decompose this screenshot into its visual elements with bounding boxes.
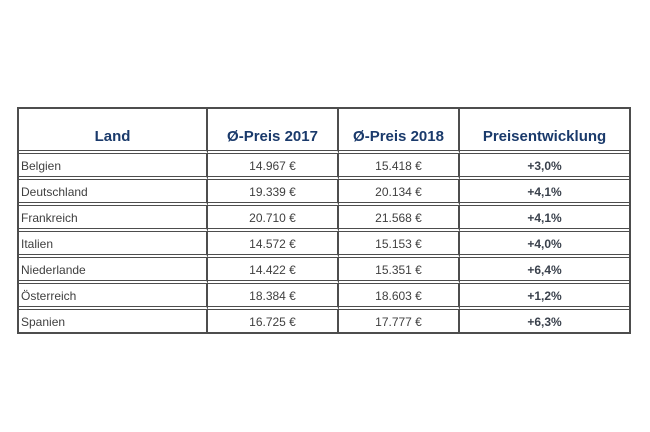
price-development: +4,1%: [460, 206, 629, 232]
table-row: Belgien 14.967 € 15.418 € +3,0%: [19, 154, 629, 180]
price-2017: 18.384 €: [208, 284, 339, 310]
column-header-preis-2018: Ø-Preis 2018: [339, 109, 460, 154]
table-row: Niederlande 14.422 € 15.351 € +6,4%: [19, 258, 629, 284]
price-development: +6,4%: [460, 258, 629, 284]
price-2018: 18.603 €: [339, 284, 460, 310]
price-2017: 19.339 €: [208, 180, 339, 206]
column-header-preis-2017: Ø-Preis 2017: [208, 109, 339, 154]
country-name: Belgien: [19, 154, 208, 180]
table-row: Österreich 18.384 € 18.603 € +1,2%: [19, 284, 629, 310]
country-name: Deutschland: [19, 180, 208, 206]
column-header-land: Land: [19, 109, 208, 154]
table-row: Spanien 16.725 € 17.777 € +6,3%: [19, 310, 629, 332]
price-development: +1,2%: [460, 284, 629, 310]
price-2018: 15.153 €: [339, 232, 460, 258]
country-name: Niederlande: [19, 258, 208, 284]
price-2017: 16.725 €: [208, 310, 339, 332]
price-2018: 17.777 €: [339, 310, 460, 332]
table-row: Deutschland 19.339 € 20.134 € +4,1%: [19, 180, 629, 206]
country-name: Frankreich: [19, 206, 208, 232]
price-2017: 14.422 €: [208, 258, 339, 284]
price-2017: 20.710 €: [208, 206, 339, 232]
country-name: Italien: [19, 232, 208, 258]
price-development: +3,0%: [460, 154, 629, 180]
price-comparison-table: Land Ø-Preis 2017 Ø-Preis 2018 Preisentw…: [17, 107, 631, 334]
price-2018: 15.351 €: [339, 258, 460, 284]
table-row: Italien 14.572 € 15.153 € +4,0%: [19, 232, 629, 258]
price-development: +6,3%: [527, 315, 562, 329]
price-development: +4,0%: [460, 232, 629, 258]
price-development: +4,1%: [460, 180, 629, 206]
country-name: Spanien: [19, 310, 208, 332]
price-2018: 20.134 €: [339, 180, 460, 206]
price-2018: 15.418 €: [339, 154, 460, 180]
price-2017: 14.572 €: [208, 232, 339, 258]
price-2017: 14.967 €: [208, 154, 339, 180]
header-row: Land Ø-Preis 2017 Ø-Preis 2018 Preisentw…: [19, 109, 629, 154]
price-2018: 21.568 €: [339, 206, 460, 232]
country-name: Österreich: [19, 284, 208, 310]
table-row: Frankreich 20.710 € 21.568 € +4,1%: [19, 206, 629, 232]
column-header-preisentwicklung: Preisentwicklung: [460, 109, 629, 154]
